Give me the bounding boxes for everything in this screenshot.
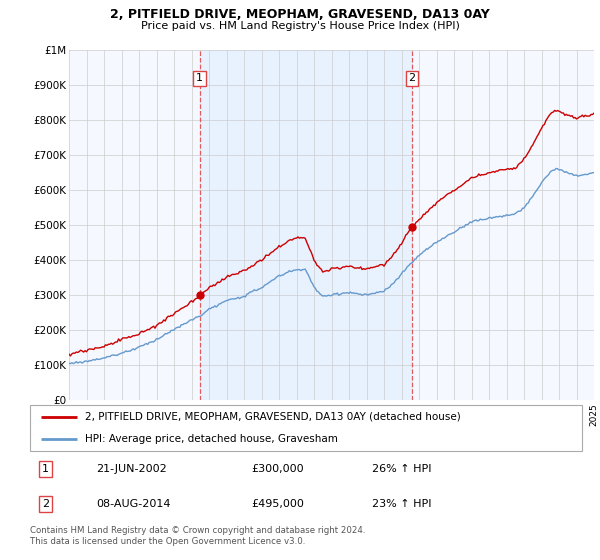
Text: 2: 2 xyxy=(409,73,416,83)
Text: HPI: Average price, detached house, Gravesham: HPI: Average price, detached house, Grav… xyxy=(85,434,338,444)
Text: 2, PITFIELD DRIVE, MEOPHAM, GRAVESEND, DA13 0AY (detached house): 2, PITFIELD DRIVE, MEOPHAM, GRAVESEND, D… xyxy=(85,412,461,422)
Bar xyxy=(200,50,412,400)
Text: 2: 2 xyxy=(42,499,49,509)
FancyBboxPatch shape xyxy=(30,405,582,451)
Text: Contains HM Land Registry data © Crown copyright and database right 2024.
This d: Contains HM Land Registry data © Crown c… xyxy=(30,526,365,546)
Text: 1: 1 xyxy=(196,73,203,83)
Text: 26% ↑ HPI: 26% ↑ HPI xyxy=(372,464,432,474)
Text: 23% ↑ HPI: 23% ↑ HPI xyxy=(372,499,432,509)
Text: 1: 1 xyxy=(42,464,49,474)
Text: Price paid vs. HM Land Registry's House Price Index (HPI): Price paid vs. HM Land Registry's House … xyxy=(140,21,460,31)
Text: 08-AUG-2014: 08-AUG-2014 xyxy=(96,499,171,509)
Text: £300,000: £300,000 xyxy=(251,464,304,474)
Text: 21-JUN-2002: 21-JUN-2002 xyxy=(96,464,167,474)
Text: 2, PITFIELD DRIVE, MEOPHAM, GRAVESEND, DA13 0AY: 2, PITFIELD DRIVE, MEOPHAM, GRAVESEND, D… xyxy=(110,8,490,21)
Text: £495,000: £495,000 xyxy=(251,499,304,509)
